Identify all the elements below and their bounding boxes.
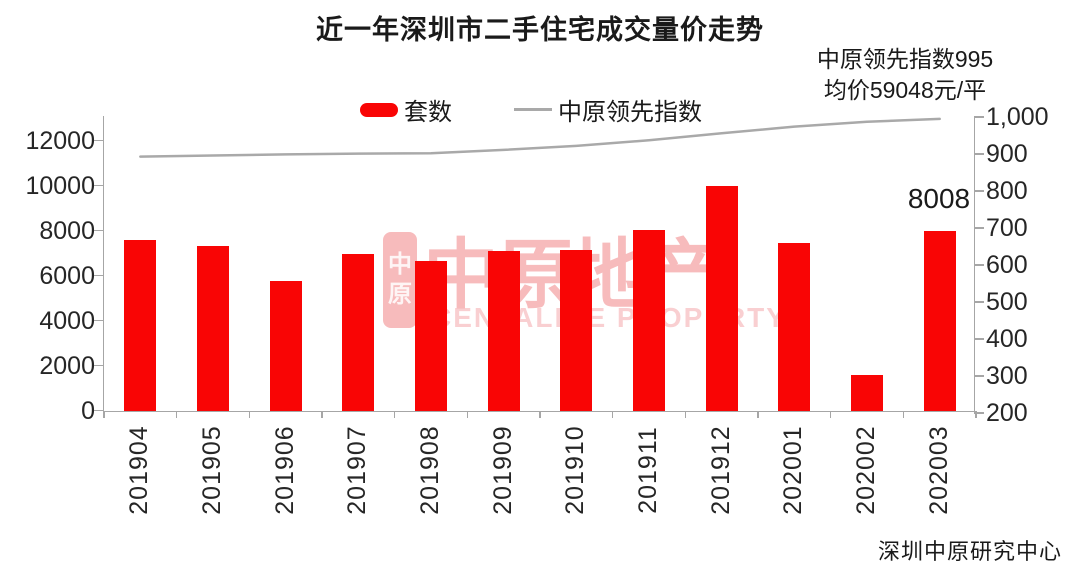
left-axis-label: 8000 — [39, 216, 95, 245]
left-axis-label: 0 — [81, 396, 95, 425]
x-axis-tick — [975, 410, 977, 418]
left-axis-label: 4000 — [39, 306, 95, 335]
right-axis-label: 400 — [986, 325, 1028, 353]
x-axis-tick — [175, 410, 178, 418]
bar-202003 — [923, 230, 956, 411]
right-axis-label: 500 — [986, 288, 1028, 316]
price-note: 均价59048元/平 — [823, 77, 987, 103]
legend-bar-label: 套数 — [404, 99, 452, 126]
x-axis-tick — [248, 410, 251, 418]
index-line — [139, 117, 941, 158]
right-axis-tick — [974, 227, 984, 229]
right-axis-tick — [974, 375, 984, 377]
last-bar-value-label: 8008 — [907, 183, 971, 214]
plot-area — [94, 116, 984, 418]
legend-item-bar: 套数 — [360, 92, 452, 127]
left-axis-label: 2000 — [39, 351, 95, 380]
bar-201907 — [342, 253, 375, 411]
x-axis-label-201908: 201908 — [416, 425, 444, 515]
x-axis-tick — [321, 410, 323, 418]
x-axis-tick — [466, 410, 469, 418]
left-axis-tick — [94, 364, 104, 367]
bar-201905 — [197, 245, 229, 411]
bar-201908 — [415, 261, 447, 411]
right-axis-tick — [974, 338, 984, 340]
right-axis-label: 600 — [986, 251, 1028, 279]
bar-201906 — [269, 280, 302, 411]
left-axis-label: 6000 — [39, 261, 95, 290]
x-axis-tick — [684, 410, 687, 418]
x-axis-tick — [757, 410, 759, 418]
right-axis-tick — [974, 264, 984, 266]
right-axis-label: 800 — [986, 177, 1028, 205]
right-axis-tick — [974, 412, 984, 414]
x-axis-tick — [393, 410, 396, 418]
x-axis-tick — [902, 410, 905, 418]
x-axis-label-201906: 201906 — [270, 425, 299, 515]
bar-201911 — [633, 229, 665, 411]
bar-201912 — [705, 186, 738, 411]
index-note: 中原领先指数995 — [816, 46, 994, 72]
left-axis-tick — [94, 184, 104, 187]
bar-series-swatch-icon — [360, 102, 398, 117]
right-axis-label: 700 — [986, 214, 1028, 242]
x-axis-label-201904: 201904 — [125, 425, 154, 515]
left-axis-tick — [94, 229, 104, 232]
bar-202002 — [851, 375, 883, 411]
x-axis-tick — [829, 410, 832, 418]
x-axis-tick — [103, 410, 105, 418]
x-axis-label-201912: 201912 — [706, 425, 735, 515]
right-axis-tick — [974, 301, 984, 303]
legend-item-line: 中原领先指数 — [514, 92, 702, 127]
x-axis-label-202002: 202002 — [852, 425, 880, 515]
legend-line-label: 中原领先指数 — [558, 99, 702, 126]
left-axis-tick — [94, 274, 104, 277]
left-axis-label: 12000 — [25, 126, 95, 155]
bar-201910 — [560, 250, 593, 411]
right-axis-tick — [974, 116, 984, 118]
legend: 套数 中原领先指数 — [360, 92, 702, 127]
x-axis-label-201905: 201905 — [198, 425, 226, 515]
left-axis-tick — [94, 139, 104, 142]
right-axis-tick — [974, 153, 984, 155]
right-axis-label: 200 — [986, 399, 1028, 427]
x-axis-label-201911: 201911 — [634, 426, 662, 514]
bar-201909 — [487, 251, 520, 411]
x-axis-label-201907: 201907 — [343, 425, 372, 515]
watermark-seal-icon: 中 原 — [383, 232, 417, 328]
left-axis-tick — [94, 409, 104, 412]
x-axis-label-202003: 202003 — [924, 425, 953, 515]
left-axis-tick — [94, 319, 104, 322]
x-axis-tick — [539, 410, 541, 418]
x-axis-label-202001: 202001 — [779, 425, 808, 515]
line-series-swatch-icon — [514, 108, 552, 111]
top-right-annotation: 中原领先指数995 均价59048元/平 — [794, 44, 1016, 106]
right-axis-label: 900 — [986, 140, 1028, 168]
right-axis-label: 1,000 — [986, 103, 1049, 131]
x-axis-label-201910: 201910 — [561, 425, 590, 515]
x-axis-tick — [611, 410, 614, 418]
chart-title: 近一年深圳市二手住宅成交量价走势 — [316, 15, 764, 45]
bar-201904 — [124, 240, 157, 411]
right-axis-label: 300 — [986, 362, 1028, 390]
x-axis-label-201909: 201909 — [488, 425, 517, 515]
left-axis-label: 10000 — [25, 171, 95, 200]
right-axis-tick — [974, 190, 984, 192]
source-credit: 深圳中原研究中心 — [877, 539, 1062, 564]
bar-202001 — [778, 242, 811, 411]
